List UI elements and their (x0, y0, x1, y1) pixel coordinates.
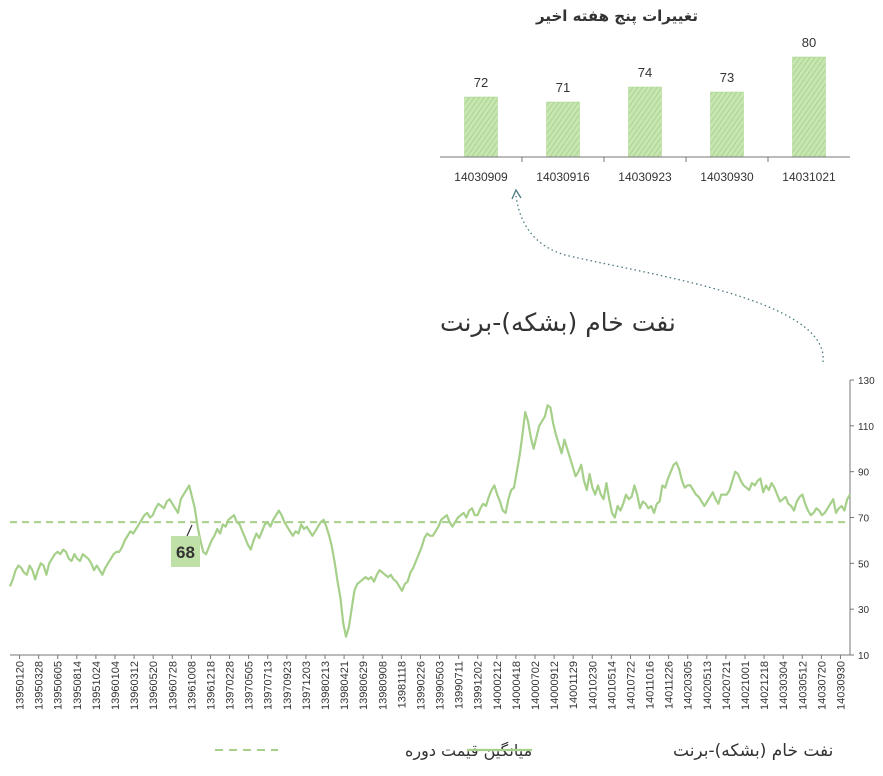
bar-category-label: 14030909 (454, 170, 508, 184)
bar-category-label: 14031021 (782, 170, 836, 184)
bar-category-label: 14030923 (618, 170, 672, 184)
connector-arrow (515, 195, 824, 363)
x-tick-label: 13990711 (454, 661, 466, 709)
x-tick-label: 13981118 (396, 661, 408, 708)
connector-arrowhead (511, 188, 522, 200)
x-tick-label: 13970505 (244, 661, 256, 710)
bar-value-label: 74 (638, 65, 652, 80)
y-tick-label: 90 (858, 468, 870, 479)
x-tick-label: 14000912 (549, 661, 561, 710)
x-tick-label: 14030512 (797, 661, 809, 710)
x-tick-label: 14010514 (606, 661, 618, 710)
y-tick-label: 110 (858, 422, 874, 433)
x-tick-label: 14020513 (702, 661, 714, 710)
y-tick-label: 130 (858, 376, 875, 387)
x-tick-label: 13960104 (110, 661, 122, 710)
x-tick-label: 13980213 (320, 661, 332, 710)
x-tick-label: 13961218 (205, 661, 217, 710)
x-tick-label: 14011016 (645, 661, 657, 709)
x-tick-label: 13980629 (358, 661, 370, 710)
x-tick-label: 13960728 (167, 661, 179, 710)
bar-14031021 (792, 56, 826, 158)
y-tick-label: 50 (858, 559, 870, 570)
x-tick-label: 13960312 (129, 661, 141, 710)
x-tick-label: 14010230 (587, 661, 599, 710)
y-tick-label: 70 (858, 514, 870, 525)
y-axis-ticks: 10 30 50 70 90 110 130 (850, 376, 875, 662)
x-tick-label: 14020721 (721, 661, 733, 710)
x-tick-label: 13980421 (339, 661, 351, 710)
bar-value-label: 73 (720, 70, 734, 85)
x-tick-label: 14021001 (740, 661, 752, 710)
x-tick-label: 14011226 (664, 661, 676, 709)
x-tick-label: 14021218 (759, 661, 771, 710)
bar-14030909 (464, 96, 498, 158)
y-tick-label: 30 (858, 605, 870, 616)
bar-chart: 72 14030909 71 14030916 74 14030923 73 14030930… (454, 35, 836, 184)
x-tick-label: 13950120 (15, 661, 27, 710)
x-tick-label: 13960520 (148, 661, 160, 710)
x-tick-label: 14020305 (683, 661, 695, 710)
x-tick-label: 13951024 (91, 661, 103, 710)
bar-value-label: 71 (556, 80, 570, 95)
x-tick-label: 14030304 (778, 661, 790, 710)
annotation-leader (186, 524, 193, 537)
legend-label-price: نفت خام (بشکه)-برنت (673, 741, 833, 761)
bar-14030930 (710, 91, 744, 158)
x-tick-label: 13991202 (473, 661, 485, 710)
x-tick-label: 13990503 (435, 661, 447, 710)
bar-14030916 (546, 101, 580, 158)
bar-value-label: 80 (802, 35, 816, 50)
x-tick-label: 13950605 (53, 661, 65, 710)
legend: میانگین قیمت دوره نفت خام (بشکه)-برنت (215, 741, 833, 761)
x-tick-label: 13990226 (415, 661, 427, 710)
x-axis-ticks: 13950120 13950328 13950605 13950814 13951024… (15, 655, 847, 710)
x-tick-label: 14000212 (492, 661, 504, 710)
x-tick-label: 14000418 (511, 661, 523, 710)
x-tick-label: 14030720 (816, 661, 828, 710)
x-tick-label: 13961008 (186, 661, 198, 710)
series-price-line (8, 404, 851, 638)
x-tick-label: 13950814 (72, 661, 84, 710)
bar-category-label: 14030916 (536, 170, 590, 184)
x-tick-label: 14001129 (568, 661, 580, 709)
annotation-label: 68 (176, 543, 195, 562)
line-chart-title: نفت خام (بشکه)-برنت (440, 308, 676, 337)
x-tick-label: 14000702 (530, 661, 542, 710)
bar-chart-title: تغییرات پنج هفته اخیر (535, 7, 698, 26)
x-tick-label: 13950328 (34, 661, 46, 710)
x-tick-label: 13971203 (301, 661, 313, 710)
x-tick-label: 14030930 (835, 661, 847, 710)
bar-14030923 (628, 86, 662, 158)
bar-category-label: 14030930 (700, 170, 754, 184)
x-tick-label: 13970923 (282, 661, 294, 710)
x-tick-label: 14010722 (625, 661, 637, 710)
x-tick-label: 13970228 (225, 661, 237, 710)
annotation-box (171, 536, 200, 567)
x-tick-label: 13980908 (377, 661, 389, 710)
y-tick-label: 10 (858, 651, 870, 662)
bar-value-label: 72 (474, 75, 488, 90)
x-tick-label: 13970713 (263, 661, 275, 710)
